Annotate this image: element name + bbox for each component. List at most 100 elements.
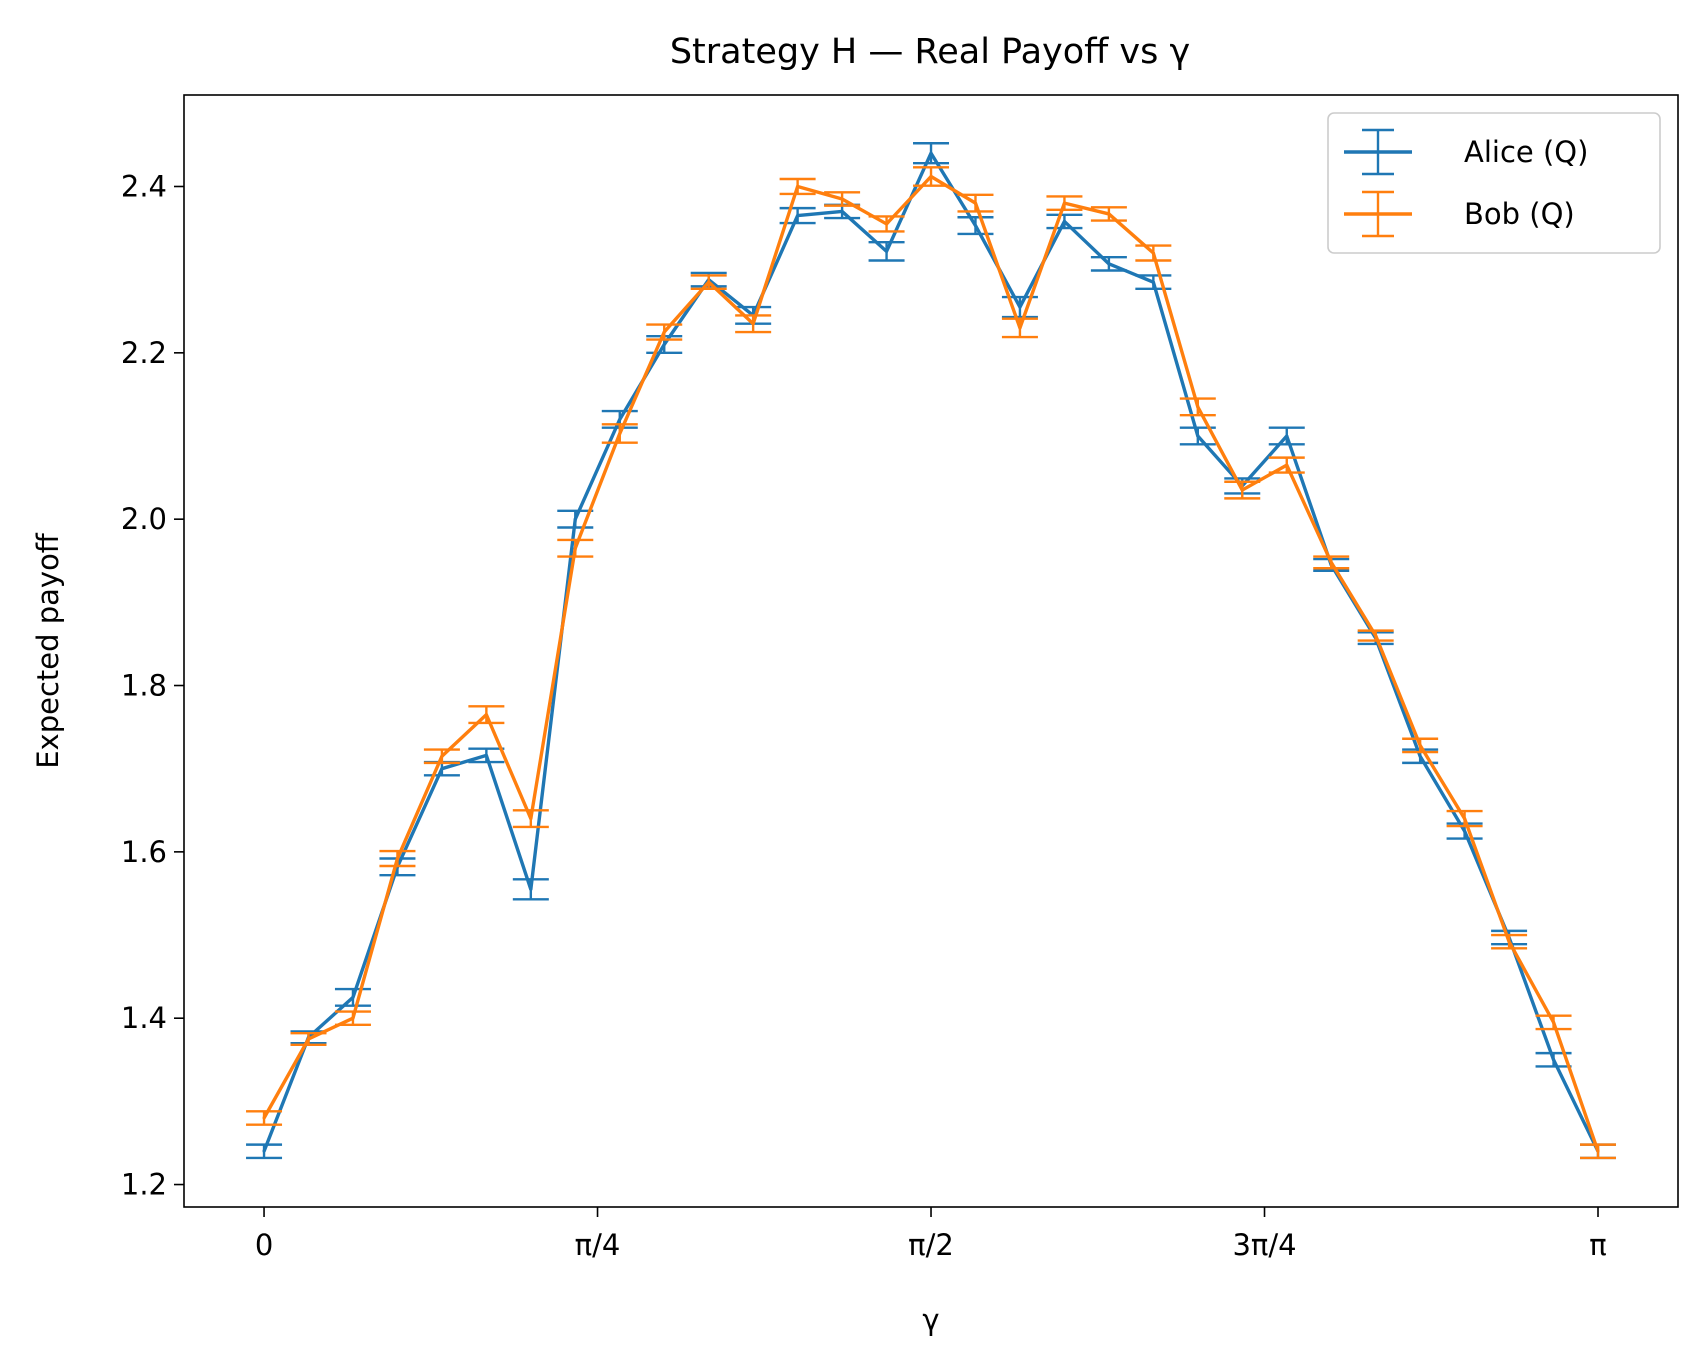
error-bar	[913, 166, 950, 187]
data-point	[1151, 251, 1155, 255]
data-point	[351, 995, 355, 999]
data-point	[751, 322, 755, 326]
data-point	[440, 754, 444, 758]
error-bar	[1580, 1143, 1617, 1160]
error-bar	[824, 191, 861, 207]
y-axis: 1.2 1.4 1.6 1.8 2.0 2.2 2.4	[121, 169, 184, 1202]
error-bar	[468, 747, 505, 764]
data-point	[395, 857, 399, 861]
error-bar	[512, 878, 549, 901]
error-bar	[1224, 480, 1261, 500]
error-bar	[246, 1110, 283, 1126]
y-tick-label: 1.2	[121, 1168, 167, 1202]
chart-title: Strategy H — Real Payoff vs γ	[670, 32, 1190, 72]
error-bar	[868, 215, 905, 233]
data-point	[262, 1149, 266, 1153]
y-tick-label: 2.4	[121, 169, 167, 203]
error-bar	[1446, 809, 1483, 828]
error-bar	[1090, 206, 1127, 222]
error-bar	[468, 705, 505, 725]
data-point	[707, 280, 711, 284]
error-bar	[1179, 397, 1216, 417]
legend-box	[1327, 112, 1661, 254]
x-tick-label: π	[1589, 1228, 1606, 1262]
data-point	[796, 184, 800, 188]
data-point	[1240, 488, 1244, 492]
error-bar	[423, 748, 460, 765]
legend-item: Bob (Q)	[1344, 190, 1575, 238]
data-point	[1552, 1020, 1556, 1024]
error-bar	[868, 241, 905, 262]
error-bar	[1402, 737, 1439, 754]
data-point	[1062, 201, 1066, 205]
data-point	[484, 713, 488, 717]
legend-item: Alice (Q)	[1344, 128, 1588, 176]
data-point	[618, 417, 622, 421]
legend-label: Alice (Q)	[1464, 135, 1588, 169]
data-point	[1196, 405, 1200, 409]
legend-label: Bob (Q)	[1464, 197, 1575, 231]
error-bar	[1046, 213, 1083, 230]
error-bar	[913, 142, 950, 165]
error-bar	[1135, 244, 1172, 262]
data-point	[929, 175, 933, 179]
error-bar	[290, 1031, 327, 1047]
error-bar	[1357, 629, 1394, 642]
data-point	[1329, 560, 1333, 564]
data-point	[840, 197, 844, 201]
error-bar	[1046, 195, 1083, 211]
data-point	[1285, 434, 1289, 438]
data-point	[662, 343, 666, 347]
data-point	[1418, 754, 1422, 758]
error-bar	[246, 1143, 283, 1160]
data-point	[484, 753, 488, 757]
x-tick-label: 0	[255, 1228, 273, 1262]
data-point	[440, 767, 444, 771]
data-point	[351, 1016, 355, 1020]
data-point	[529, 887, 533, 891]
y-tick-label: 2.2	[121, 336, 167, 370]
error-bar	[1268, 456, 1305, 474]
data-point	[1107, 212, 1111, 216]
series-bob	[246, 166, 1617, 1160]
data-point	[1374, 634, 1378, 638]
plot-area	[183, 94, 1679, 1208]
data-point	[1285, 463, 1289, 467]
error-bar	[735, 314, 772, 334]
y-axis-label: Expected payoff	[31, 532, 65, 769]
data-point	[1018, 305, 1022, 309]
series-layer	[246, 142, 1617, 1160]
data-point	[1196, 434, 1200, 438]
data-point	[973, 224, 977, 228]
data-point	[973, 201, 977, 205]
data-point	[885, 249, 889, 253]
data-point	[1507, 940, 1511, 944]
error-bar	[690, 274, 727, 290]
error-bar	[1491, 933, 1528, 950]
data-point	[1596, 1149, 1600, 1153]
x-axis-label: γ	[922, 1303, 939, 1337]
legend: Alice (Q) Bob (Q)	[1327, 112, 1661, 254]
error-bar	[1090, 255, 1127, 272]
error-bar	[557, 538, 594, 558]
error-bar	[1535, 1014, 1572, 1031]
error-bar	[334, 987, 371, 1007]
data-point	[1062, 219, 1066, 223]
data-point	[796, 214, 800, 218]
data-point	[1151, 280, 1155, 284]
x-tick-label: π/4	[575, 1228, 621, 1262]
data-point	[1463, 817, 1467, 821]
data-point	[262, 1116, 266, 1120]
error-bar	[512, 809, 549, 829]
data-point	[1418, 743, 1422, 747]
data-point	[662, 330, 666, 334]
y-tick-label: 1.8	[121, 669, 167, 703]
error-bar	[1001, 317, 1038, 339]
x-tick-label: 3π/4	[1232, 1228, 1296, 1262]
data-point	[573, 546, 577, 550]
data-point	[1552, 1058, 1556, 1062]
data-point	[929, 151, 933, 155]
error-bar	[1268, 426, 1305, 446]
data-point	[1463, 829, 1467, 833]
